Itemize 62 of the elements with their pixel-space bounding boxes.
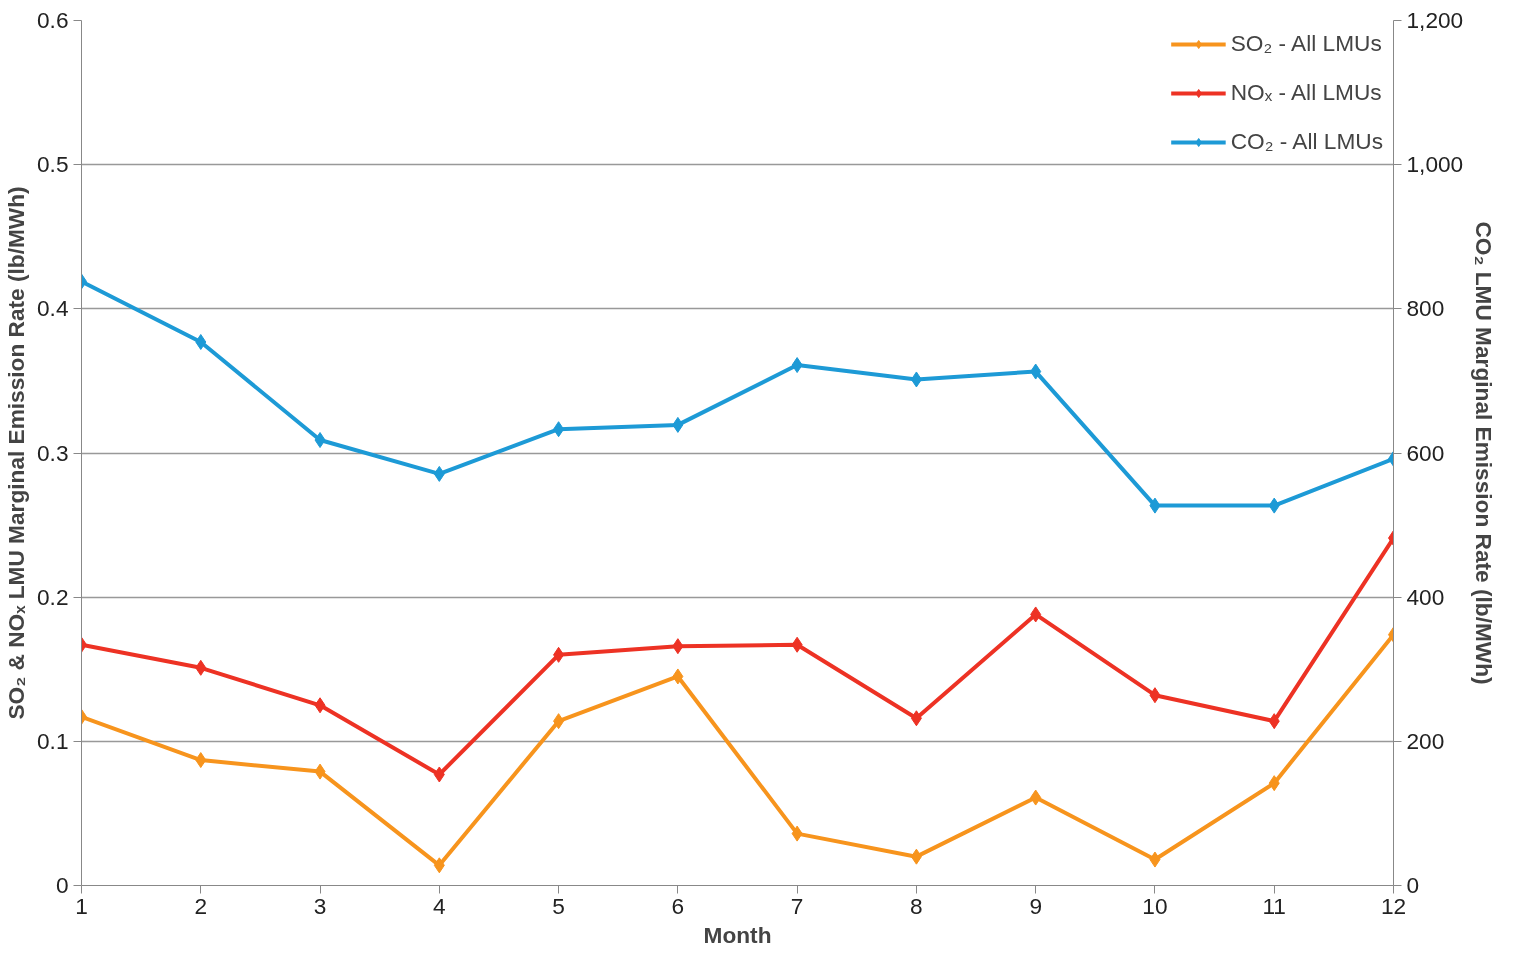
x-tick-label: 3 (313, 892, 327, 919)
y2-tick-label: 1,200 (1406, 7, 1464, 33)
point (433, 766, 445, 783)
x-tick-label: 4 (433, 892, 446, 919)
x-tick-label: 6 (671, 892, 685, 919)
y2-axis-title: CO₂ LMU Marginal Emission Rate (lb/MWh) (1471, 221, 1498, 685)
y-tick-label: 0.3 (37, 439, 69, 466)
point (910, 848, 922, 865)
legend-label: SO₂ - All LMUs (1230, 30, 1382, 57)
point (1268, 497, 1280, 514)
x-tick-label: 9 (1029, 892, 1042, 919)
point (314, 432, 326, 449)
point (910, 371, 922, 388)
point (195, 752, 207, 769)
x-tick-label: 7 (790, 892, 804, 919)
point (553, 646, 565, 663)
legend-label: CO₂ - All LMUs (1230, 128, 1383, 155)
point (314, 763, 326, 780)
point (1030, 789, 1042, 806)
legend-label: NOₓ - All LMUs (1230, 79, 1382, 106)
point (1149, 687, 1161, 704)
point (1149, 851, 1161, 868)
point (314, 697, 326, 714)
x-tick-label: 8 (910, 892, 923, 919)
x-tick-label: 11 (1262, 892, 1286, 919)
point (791, 357, 803, 374)
point (1149, 497, 1161, 514)
x-axis-title: Month (703, 921, 772, 948)
point (672, 416, 684, 433)
point (672, 668, 684, 685)
point (195, 659, 207, 676)
y2-tick-label: 400 (1406, 583, 1445, 610)
y-tick-label: 0 (55, 872, 69, 898)
point (910, 710, 922, 727)
y-tick-label: 0.6 (37, 7, 69, 33)
y-tick-label: 0.2 (37, 583, 69, 610)
y-axis-title: SO₂ & NOₓ LMU Marginal Emission Rate (lb/MWh) (3, 186, 29, 720)
y2-tick-label: 1,000 (1406, 151, 1464, 178)
y2-tick-label: 800 (1406, 295, 1445, 322)
point (1030, 606, 1042, 623)
y-tick-label: 0.1 (37, 727, 69, 754)
point (1030, 363, 1042, 380)
point (195, 333, 207, 350)
point (1268, 775, 1280, 792)
x-tick-label: 12 (1380, 892, 1407, 919)
point (1268, 713, 1280, 730)
y-tick-label: 0.5 (37, 151, 69, 178)
point (553, 421, 565, 438)
y2-tick-label: 200 (1406, 727, 1445, 754)
point (433, 465, 445, 482)
y-tick-label: 0.4 (37, 295, 69, 322)
point (672, 638, 684, 655)
y2-tick-label: 600 (1406, 439, 1445, 466)
y2-tick-label: 0 (1406, 872, 1420, 898)
x-tick-label: 2 (194, 892, 208, 919)
x-tick-label: 1 (75, 892, 88, 919)
point (433, 857, 445, 874)
point (791, 636, 803, 653)
point (791, 825, 803, 842)
x-tick-label: 10 (1142, 892, 1168, 919)
point (553, 713, 565, 730)
x-tick-label: 5 (552, 892, 565, 919)
